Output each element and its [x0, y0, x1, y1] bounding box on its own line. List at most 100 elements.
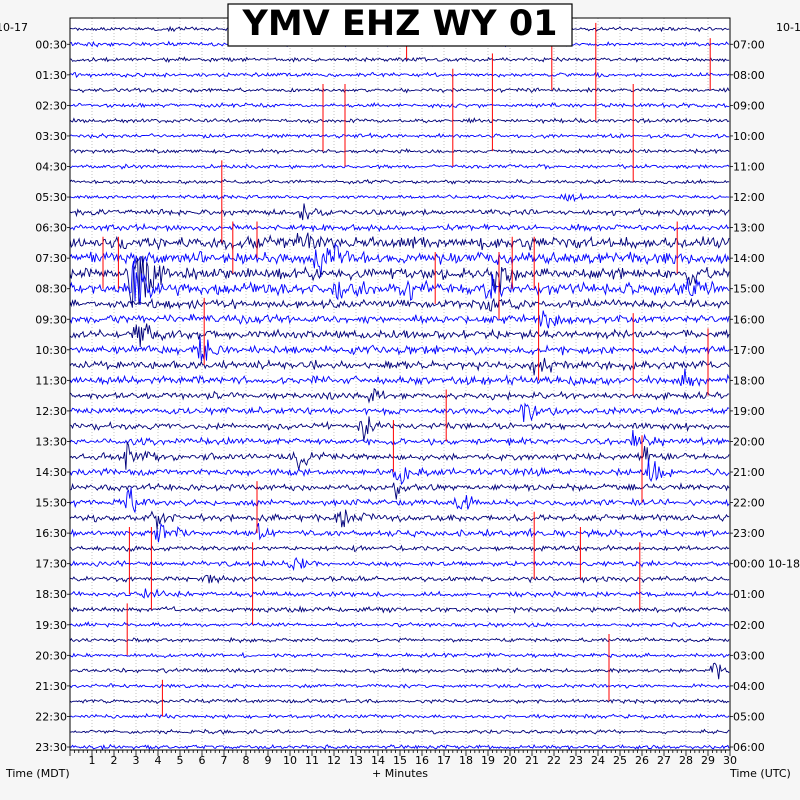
chart-title-box: YMV EHZ WY 01 — [227, 3, 573, 47]
right-time-label: 20:00 — [733, 435, 765, 448]
left-time-label: 12:30 — [35, 405, 67, 418]
seismic-trace — [69, 621, 730, 628]
right-time-label: 14:00 — [733, 252, 765, 265]
x-tick-label: 3 — [133, 754, 140, 767]
left-time-label: 05:30 — [35, 191, 67, 204]
seismic-trace — [69, 588, 730, 599]
seismic-trace — [69, 297, 730, 312]
seismic-traces — [69, 25, 730, 751]
x-tick-label: 18 — [459, 754, 473, 767]
right-time-label: 08:00 — [733, 69, 765, 82]
right-time-label: 05:00 — [733, 710, 765, 723]
seismic-trace — [69, 636, 730, 644]
right-time-label: 13:00 — [733, 222, 765, 235]
seismic-trace — [69, 544, 730, 553]
seismic-trace — [69, 429, 730, 447]
left-time-label: 17:30 — [35, 558, 67, 571]
x-tick-label: 14 — [371, 754, 385, 767]
left-time-label: 00:30 — [35, 38, 67, 51]
seismic-trace — [69, 416, 730, 441]
left-time-label: 22:30 — [35, 710, 67, 723]
seismic-trace — [69, 368, 730, 387]
x-tick-label: 1 — [89, 754, 96, 767]
x-tick-label: 16 — [415, 754, 429, 767]
left-time-label: 01:30 — [35, 69, 67, 82]
x-axis-label: + Minutes — [372, 767, 428, 780]
right-time-label: 07:00 — [733, 38, 765, 51]
seismic-trace — [69, 310, 730, 329]
seismic-trace — [69, 232, 730, 251]
x-tick-label: 11 — [305, 754, 319, 767]
right-time-label: 06:00 — [733, 741, 765, 754]
right-time-label: 21:00 — [733, 466, 765, 479]
left-time-label: 20:30 — [35, 649, 67, 662]
x-tick-label: 6 — [199, 754, 206, 767]
seismic-trace — [69, 458, 730, 486]
right-axis-label: Time (UTC) — [729, 767, 791, 780]
right-time-axis: 07:00 08:00 09:00 10:00 11:00 12:00 13:00 14:00… — [730, 38, 800, 754]
left-time-label: 10:30 — [35, 344, 67, 357]
x-tick-label: 8 — [243, 754, 250, 767]
seismic-trace — [69, 440, 730, 470]
seismic-trace — [69, 487, 730, 513]
seismic-trace — [69, 712, 730, 720]
minute-grid — [91, 18, 709, 750]
right-time-label: 17:00 — [733, 344, 765, 357]
left-axis-label: Time (MDT) — [5, 767, 70, 780]
seismic-trace — [69, 323, 730, 348]
right-time-label: 01:00 — [733, 588, 765, 601]
right-time-label: 19:00 — [733, 405, 765, 418]
left-time-label: 13:30 — [35, 435, 67, 448]
left-time-label: 08:30 — [35, 283, 67, 296]
left-time-axis: 00:30 01:30 02:30 03:30 04:30 05:30 06:30 07:30… — [35, 38, 70, 754]
x-tick-label: 21 — [525, 754, 539, 767]
x-tick-label: 12 — [327, 754, 341, 767]
left-time-label: 15:30 — [35, 497, 67, 510]
seismic-trace — [69, 260, 730, 305]
seismic-trace — [69, 148, 730, 155]
right-time-label: 18:00 — [733, 374, 765, 387]
seismic-trace — [69, 56, 730, 64]
chart-title: YMV EHZ WY 01 — [241, 4, 557, 44]
x-tick-label: 10 — [283, 754, 297, 767]
x-tick-label: 30 — [723, 754, 737, 767]
x-tick-label: 23 — [569, 754, 583, 767]
seismic-trace — [69, 482, 730, 500]
left-time-label: 21:30 — [35, 680, 67, 693]
left-time-label: 18:30 — [35, 588, 67, 601]
right-time-label: 11:00 — [733, 160, 765, 173]
right-time-label: 12:00 — [733, 191, 765, 204]
right-date-change-label: 10-18 — [768, 558, 800, 571]
x-tick-label: 22 — [547, 754, 561, 767]
seismic-trace — [69, 662, 730, 680]
seismic-trace — [69, 574, 730, 585]
x-tick-label: 9 — [265, 754, 272, 767]
right-time-label: 03:00 — [733, 649, 765, 662]
right-time-label: 04:00 — [733, 680, 765, 693]
right-time-label: 00:00 — [733, 558, 765, 571]
right-time-label: 10:00 — [733, 130, 765, 143]
seismic-trace — [69, 203, 730, 221]
seismic-trace — [69, 743, 730, 751]
seismic-trace — [69, 336, 730, 361]
seismic-trace — [69, 132, 730, 139]
seismic-trace — [69, 222, 730, 233]
right-time-label: 23:00 — [733, 527, 765, 540]
left-time-label: 23:30 — [35, 741, 67, 754]
seismic-trace — [69, 605, 730, 614]
seismic-trace — [69, 522, 730, 543]
left-time-label: 04:30 — [35, 160, 67, 173]
right-date-label: 10-1 — [776, 21, 800, 34]
x-axis: 1 2 3 4 5 6 7 8 9 10 11 12 13 14 15 16 17 18 19 20 21 22 23 24 2… — [69, 750, 737, 767]
x-tick-label: 2 — [111, 754, 118, 767]
seismic-trace — [69, 255, 730, 308]
x-tick-label: 19 — [481, 754, 495, 767]
right-time-label: 16:00 — [733, 313, 765, 326]
seismic-trace — [69, 387, 730, 404]
right-time-label: 09:00 — [733, 99, 765, 112]
right-time-label: 15:00 — [733, 283, 765, 296]
x-tick-label: 25 — [613, 754, 627, 767]
left-time-label: 19:30 — [35, 619, 67, 632]
seismic-trace — [69, 102, 730, 109]
